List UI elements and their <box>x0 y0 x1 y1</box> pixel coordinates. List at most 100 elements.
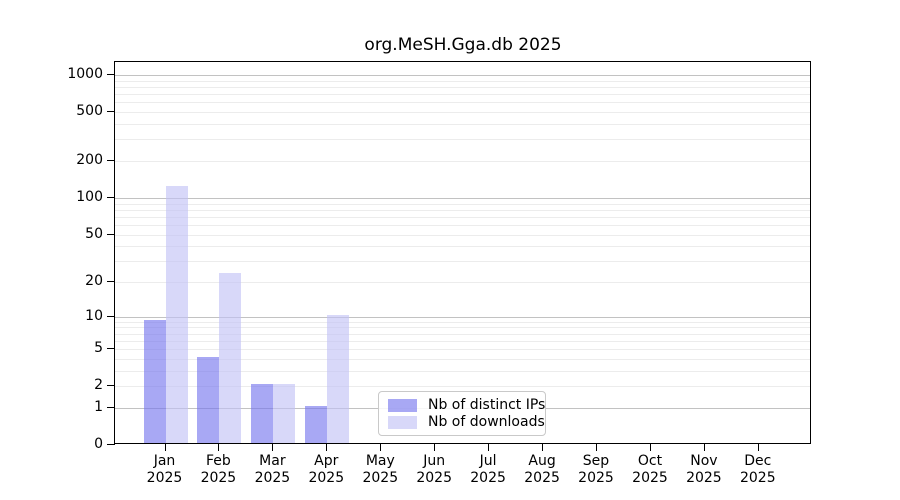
gridline-minor-20 <box>115 282 810 283</box>
y-tick-10 <box>107 315 115 317</box>
y-tick-label-1: 1 <box>94 398 103 415</box>
y-tick-label-20: 20 <box>85 273 103 289</box>
gridline-minor-4 <box>115 358 810 360</box>
x-tick-label-month: Jul <box>479 453 497 469</box>
gridline-minor-40 <box>115 246 810 248</box>
gridline-minor-6 <box>115 340 810 342</box>
x-tick-label-aug: Aug 2025 <box>510 453 574 487</box>
y-tick-20 <box>107 281 115 282</box>
x-tick-apr <box>326 444 328 451</box>
x-tick-jan <box>164 444 166 451</box>
legend-swatch-distinct-ips-icon <box>388 398 417 412</box>
gridline-minor-80 <box>115 209 810 211</box>
y-tick-label-100: 100 <box>76 188 103 205</box>
gridline-minor-200 <box>115 161 810 162</box>
x-tick-label-year: 2025 <box>254 470 291 486</box>
x-tick-label-dec: Dec 2025 <box>726 453 790 487</box>
x-tick-label-year: 2025 <box>416 470 452 486</box>
y-tick-label-200: 200 <box>76 152 103 168</box>
gridline-minor-400 <box>115 124 810 125</box>
x-tick-mar <box>272 444 274 451</box>
x-tick-label-year: 2025 <box>362 470 399 486</box>
x-tick-label-year: 2025 <box>470 470 506 486</box>
x-tick-oct <box>650 444 651 451</box>
bar-distinct-ips-feb <box>197 356 220 443</box>
x-tick-label-year: 2025 <box>578 470 614 486</box>
x-tick-label-month: Jan <box>153 453 176 469</box>
gridline-minor-50 <box>115 234 810 236</box>
legend-label-downloads: Nb of downloads <box>428 414 545 430</box>
x-tick-label-jan: Jan 2025 <box>133 453 197 487</box>
x-tick-label-year: 2025 <box>308 470 345 486</box>
gridline-major-1000 <box>115 75 810 76</box>
x-tick-label-may: May 2025 <box>348 453 412 487</box>
x-tick-nov <box>703 444 705 451</box>
bar-downloads-mar <box>273 384 296 443</box>
x-tick-label-year: 2025 <box>524 470 560 486</box>
legend-label-distinct-ips: Nb of distinct IPs <box>428 397 546 413</box>
x-tick-label-month: Mar <box>259 453 286 469</box>
gridline-minor-900 <box>115 80 810 82</box>
y-tick-1 <box>107 406 115 408</box>
bar-distinct-ips-apr <box>305 405 328 443</box>
x-tick-aug <box>542 444 544 451</box>
x-tick-label-year: 2025 <box>200 470 237 486</box>
x-tick-sep <box>596 444 597 451</box>
y-tick-label-2: 2 <box>94 377 103 394</box>
y-tick-5 <box>107 348 115 350</box>
bar-distinct-ips-jan <box>143 319 166 443</box>
x-tick-label-month: Apr <box>314 453 339 469</box>
x-tick-label-month: Sep <box>582 453 610 469</box>
y-tick-500 <box>107 111 115 113</box>
legend-entry-downloads: Nb of downloads <box>388 414 545 430</box>
y-tick-label-500: 500 <box>76 103 103 120</box>
x-tick-label-feb: Feb 2025 <box>186 453 250 487</box>
x-tick-label-year: 2025 <box>632 470 668 486</box>
y-tick-label-50: 50 <box>85 225 103 242</box>
gridline-minor-600 <box>115 102 810 104</box>
x-tick-label-month: Aug <box>528 453 556 469</box>
x-tick-label-oct: Oct 2025 <box>618 453 682 487</box>
x-tick-label-month: Jun <box>423 453 446 469</box>
x-tick-label-month: Oct <box>637 453 663 469</box>
gridline-minor-800 <box>115 87 810 88</box>
x-tick-jun <box>434 444 436 451</box>
gridline-minor-60 <box>115 224 810 226</box>
x-tick-label-nov: Nov 2025 <box>672 453 736 487</box>
x-tick-label-jul: Jul 2025 <box>456 453 520 487</box>
gridline-minor-30 <box>115 261 810 263</box>
x-tick-label-year: 2025 <box>686 470 722 486</box>
x-tick-label-jun: Jun 2025 <box>402 453 466 487</box>
y-tick-label-1000: 1000 <box>67 66 103 82</box>
x-tick-label-month: May <box>365 453 395 469</box>
x-tick-label-mar: Mar 2025 <box>240 453 304 487</box>
gridline-major-10 <box>115 316 810 318</box>
bar-distinct-ips-mar <box>251 384 274 443</box>
y-tick-50 <box>107 233 115 235</box>
gridline-minor-5 <box>115 349 810 351</box>
x-tick-feb <box>218 444 220 451</box>
x-tick-label-month: Nov <box>690 453 718 469</box>
gridline-minor-7 <box>115 333 810 335</box>
gridline-minor-2 <box>115 386 810 388</box>
y-tick-200 <box>107 160 115 161</box>
gridline-minor-500 <box>115 112 810 114</box>
gridline-minor-90 <box>115 203 810 205</box>
bar-downloads-feb <box>219 272 242 443</box>
gridline-major-100 <box>115 197 810 199</box>
chart-title: org.MeSH.Gga.db 2025 <box>364 35 562 55</box>
gridline-minor-700 <box>115 94 810 96</box>
gridline-minor-300 <box>115 139 810 141</box>
x-tick-label-apr: Apr 2025 <box>294 453 358 487</box>
y-tick-0 <box>107 444 115 445</box>
bar-downloads-jan <box>165 186 188 443</box>
x-tick-dec <box>757 444 759 451</box>
gridline-minor-9 <box>115 321 810 323</box>
x-tick-jul <box>488 444 490 451</box>
legend-entry-distinct-ips: Nb of distinct IPs <box>388 397 545 413</box>
y-tick-label-5: 5 <box>94 340 103 357</box>
gridline-minor-8 <box>115 327 810 329</box>
x-tick-label-month: Dec <box>744 453 772 469</box>
y-tick-1000 <box>107 74 115 75</box>
